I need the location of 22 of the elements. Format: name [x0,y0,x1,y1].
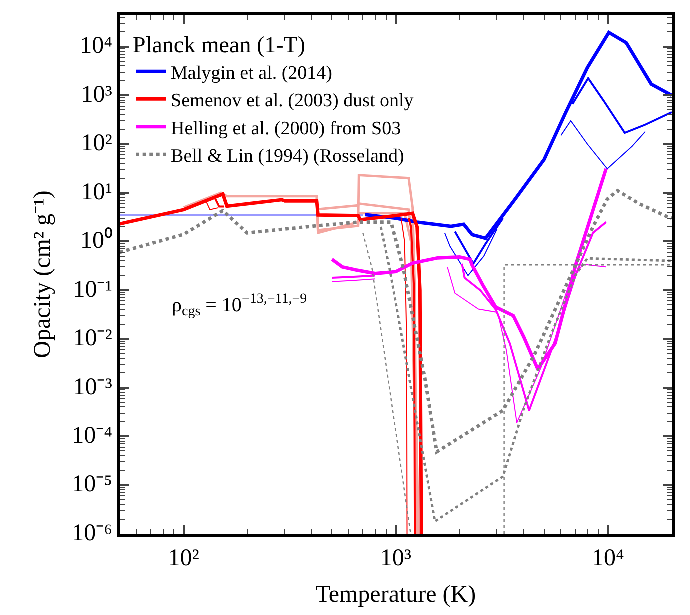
y-tick-label: 10¹ [81,179,112,206]
y-tick-label: 10⁻⁴ [72,422,112,449]
x-tick-label: 10³ [380,546,412,572]
y-tick-label: 10⁻⁶ [72,520,112,546]
legend-label: Malygin et al. (2014) [171,62,333,84]
y-tick-label: 10⁴ [80,33,112,60]
y-tick-label: 10⁻¹ [73,276,112,303]
x-axis-title: Temperature (K) [316,582,476,608]
y-tick-label: 10⁻² [73,326,112,352]
x-tick-label: 10² [168,546,200,572]
y-tick-label: 10² [81,130,112,157]
y-axis-title: Opacity (cm² g⁻¹) [30,190,56,358]
y-tick-label: 10⁻⁵ [72,472,112,498]
y-tick-label: 10⁰ [80,227,112,254]
legend-label: Semenov et al. (2003) dust only [171,90,414,112]
legend-label: Bell & Lin (1994) (Rosseland) [171,146,404,168]
annotation: ρ$_{cgs}$ = 10$^{−13,−11,−9}$ [172,292,308,320]
x-tick-label: 10⁴ [592,546,624,572]
y-tick-label: 10³ [81,82,112,108]
y-tick-label: 10⁻³ [73,374,112,400]
legend-title: Planck mean (1-T) [133,32,306,58]
legend-label: Helling et al. (2000) from S03 [171,118,402,140]
